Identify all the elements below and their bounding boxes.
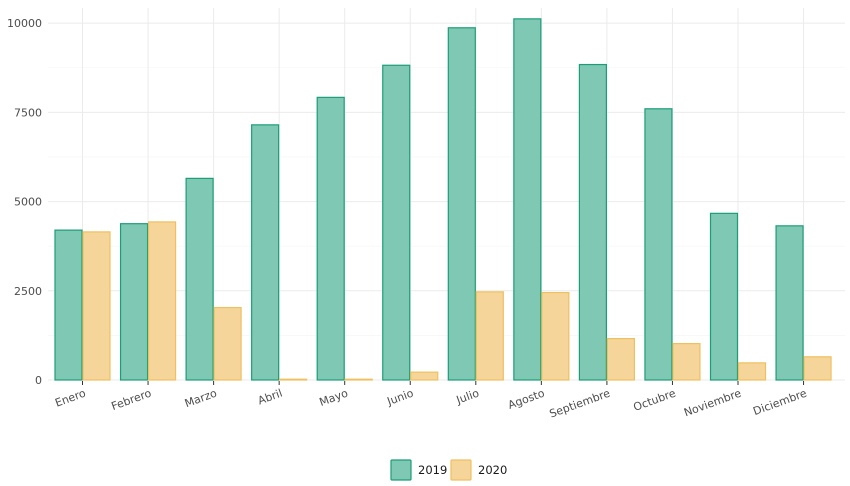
legend: 2019 2020 xyxy=(390,459,507,481)
bar-2020-enero xyxy=(82,231,111,381)
x-tick-label: Marzo xyxy=(183,387,219,411)
bar-2020-agosto xyxy=(541,291,570,381)
y-tick-label: 2500 xyxy=(14,285,42,298)
bar-2020-mayo xyxy=(344,378,373,381)
legend-label-2019: 2019 xyxy=(418,463,447,477)
y-tick-label: 10000 xyxy=(7,17,42,30)
bar-2019-septiembre xyxy=(578,63,608,381)
bar-2019-diciembre xyxy=(775,225,804,381)
x-tick-label: Febrero xyxy=(110,387,154,414)
legend-label-2020: 2020 xyxy=(478,463,507,477)
y-tick-label: 5000 xyxy=(14,196,42,209)
x-tick-label: Abril xyxy=(256,387,284,408)
bar-2019-agosto xyxy=(513,18,542,381)
bar-2019-abril xyxy=(251,124,280,381)
x-tick-label: Enero xyxy=(53,387,87,410)
x-tick-label: Noviembre xyxy=(682,387,743,420)
bar-2020-abril xyxy=(279,378,308,381)
bar-2019-julio xyxy=(447,27,476,381)
y-tick-label: 0 xyxy=(35,374,42,387)
bar-2020-diciembre xyxy=(803,356,832,381)
x-tick-label: Julio xyxy=(454,387,481,408)
bar-2020-junio xyxy=(410,371,439,381)
bar-2019-junio xyxy=(382,64,411,381)
y-axis-ticks: 0 2500 5000 7500 10000 xyxy=(7,17,42,387)
bar-2020-septiembre xyxy=(606,338,636,381)
bar-2019-marzo xyxy=(185,177,214,381)
x-tick-label: Diciembre xyxy=(751,387,808,418)
bar-2019-enero xyxy=(54,229,83,381)
bar-2020-febrero xyxy=(147,221,177,381)
legend-swatch-2020 xyxy=(450,459,472,481)
bar-2020-octubre xyxy=(672,343,701,381)
x-axis-ticks: Enero Febrero Marzo Abril Mayo Junio Julio Agos… xyxy=(53,381,809,421)
bar-2020-noviembre xyxy=(737,362,767,381)
bar-2019-febrero xyxy=(119,223,149,381)
x-tick-label: Agosto xyxy=(506,387,546,412)
bar-2019-octubre xyxy=(644,108,673,381)
bar-2020-julio xyxy=(475,291,504,381)
bar-2019-mayo xyxy=(316,96,345,381)
bar-2020-marzo xyxy=(213,306,242,381)
bars xyxy=(54,18,832,381)
x-tick-label: Octubre xyxy=(632,387,678,414)
x-tick-label: Junio xyxy=(385,387,416,409)
x-tick-label: Septiembre xyxy=(548,387,612,421)
legend-swatch-2019 xyxy=(390,459,412,481)
bar-2019-noviembre xyxy=(709,212,739,381)
y-tick-label: 7500 xyxy=(14,106,42,119)
x-tick-label: Mayo xyxy=(318,387,350,409)
